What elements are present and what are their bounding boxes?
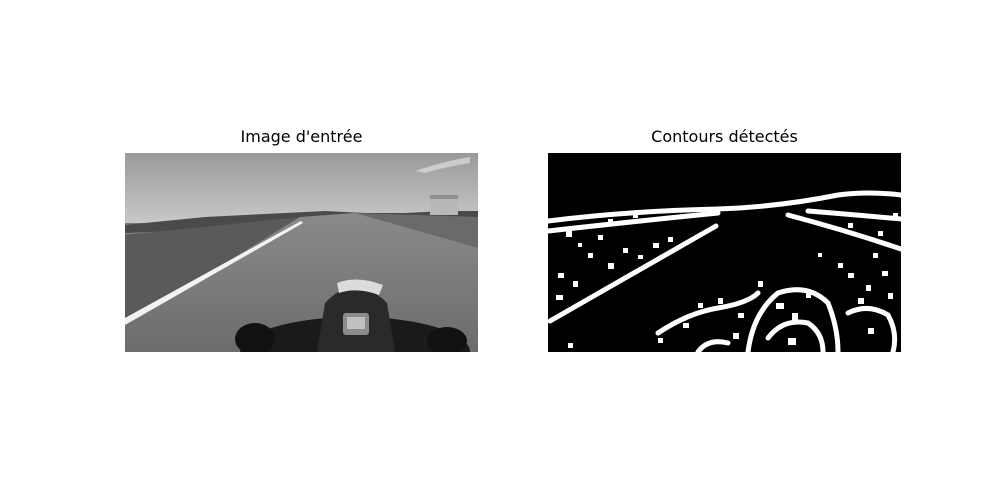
input-image bbox=[125, 153, 478, 352]
track bbox=[125, 213, 478, 352]
input-photo-graphic bbox=[125, 153, 478, 352]
sponsor-plate bbox=[337, 279, 383, 295]
edges-image bbox=[548, 153, 901, 352]
left-wheel bbox=[235, 323, 275, 352]
building bbox=[430, 195, 458, 215]
edge-lines bbox=[548, 190, 901, 352]
edges-image-title: Contours détectés bbox=[651, 127, 798, 146]
input-image-title: Image d'entrée bbox=[240, 127, 363, 146]
track-edge-line bbox=[125, 221, 303, 325]
sky bbox=[125, 153, 478, 223]
right-wheel bbox=[427, 327, 467, 352]
edge-speckles bbox=[556, 213, 898, 348]
edges-graphic bbox=[548, 190, 901, 352]
